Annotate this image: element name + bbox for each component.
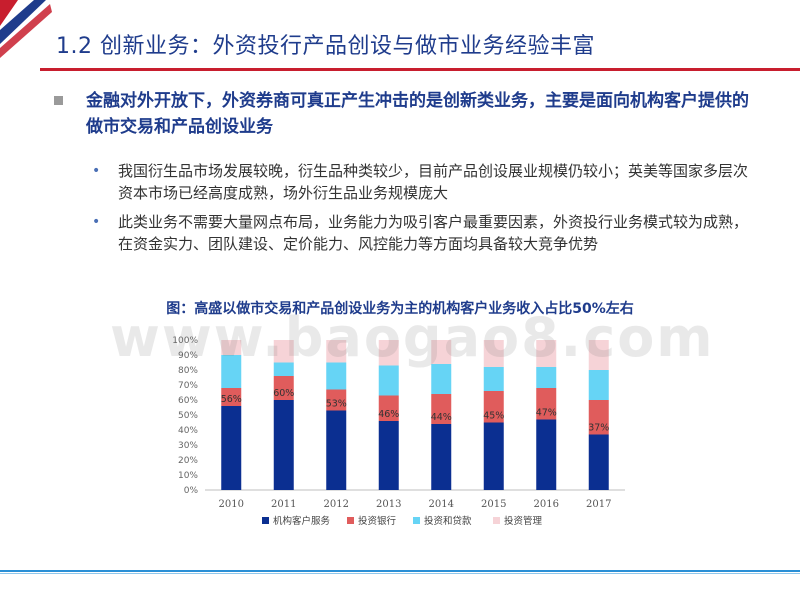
bar-segment <box>483 422 504 490</box>
data-label: 37% <box>588 423 609 434</box>
bar-segment <box>378 421 399 490</box>
legend-swatch <box>413 517 420 524</box>
data-label: 44% <box>431 412 452 423</box>
y-tick-label: 70% <box>178 381 198 391</box>
footer-rule <box>0 570 800 572</box>
main-bullet-text: 金融对外开放下，外资券商可真正产生冲击的是创新类业务，主要是面向机构客户提供的做… <box>86 91 749 137</box>
bar-segment <box>431 364 452 394</box>
data-label: 45% <box>483 411 504 422</box>
y-tick-label: 80% <box>178 366 198 376</box>
bar-segment <box>326 410 347 490</box>
data-label: 53% <box>326 399 347 410</box>
bar-segment <box>326 362 347 390</box>
corner-ribbon-decoration <box>0 0 52 58</box>
sub-bullet-text: 我国衍生品市场发展较晚，衍生品种类较少，目前产品创设展业规模仍较小；英美等国家多… <box>118 162 749 202</box>
sub-bullet-1: • 我国衍生品市场发展较晚，衍生品种类较少，目前产品创设展业规模仍较小；英美等国… <box>92 160 758 204</box>
data-label: 46% <box>378 409 399 420</box>
bar-segment <box>483 367 504 391</box>
bar-segment <box>588 340 609 370</box>
y-tick-label: 90% <box>178 351 198 361</box>
x-tick-label: 2013 <box>376 499 401 510</box>
bar-segment <box>431 340 452 364</box>
bar-segment <box>483 340 504 367</box>
bar-segment <box>273 362 294 376</box>
main-bullet: 金融对外开放下，外资券商可真正产生冲击的是创新类业务，主要是面向机构客户提供的做… <box>54 88 756 140</box>
legend-swatch <box>347 517 354 524</box>
page-title: 1.2 创新业务：外资投行产品创设与做市业务经验丰富 <box>56 34 595 59</box>
y-tick-label: 60% <box>178 396 198 406</box>
bar-segment <box>221 388 242 406</box>
sub-bullet-text: 此类业务不需要大量网点布局，业务能力为吸引客户最重要因素，外资投行业务模式较为成… <box>118 213 749 253</box>
bar-segment <box>221 406 242 490</box>
bar-segment <box>483 391 504 423</box>
bar-segment <box>378 365 399 396</box>
title-divider <box>40 68 800 71</box>
legend-label: 投资和贷款 <box>424 515 472 527</box>
bar-segment <box>326 389 347 411</box>
bar-segment <box>431 394 452 424</box>
footer-rule-light <box>0 573 800 574</box>
bar-segment <box>221 355 242 388</box>
y-tick-label: 10% <box>178 471 198 481</box>
bar-segment <box>273 340 294 363</box>
bar-segment <box>221 340 242 355</box>
bar-segment <box>536 367 557 388</box>
sub-bullet-2: • 此类业务不需要大量网点布局，业务能力为吸引客户最重要因素，外资投行业务模式较… <box>92 211 758 255</box>
square-bullet-icon <box>54 96 63 105</box>
x-tick-label: 2014 <box>429 499 454 510</box>
bar-segment <box>588 400 609 435</box>
bar-segment <box>378 395 399 421</box>
x-tick-label: 2010 <box>219 499 244 510</box>
bar-segment <box>326 340 347 363</box>
x-tick-label: 2011 <box>271 499 296 510</box>
bar-segment <box>273 376 294 400</box>
dot-bullet-icon: • <box>92 214 101 230</box>
data-label: 60% <box>273 388 294 399</box>
data-label: 56% <box>221 394 242 405</box>
x-tick-label: 2017 <box>586 499 611 510</box>
bar-segment <box>273 400 294 490</box>
bar-segment <box>431 424 452 490</box>
dot-bullet-icon: • <box>92 163 101 179</box>
y-tick-label: 30% <box>178 441 198 451</box>
bar-segment <box>536 419 557 490</box>
bar-segment <box>536 340 557 367</box>
x-tick-label: 2012 <box>324 499 349 510</box>
y-tick-label: 20% <box>178 456 198 466</box>
y-tick-label: 0% <box>184 486 199 496</box>
y-tick-label: 100% <box>172 336 198 346</box>
bar-segment <box>378 340 399 366</box>
bar-segment <box>588 370 609 400</box>
legend-swatch <box>493 517 500 524</box>
legend-swatch <box>262 517 269 524</box>
data-label: 47% <box>536 408 557 419</box>
bar-segment <box>536 388 557 420</box>
legend-label: 投资银行 <box>358 515 397 527</box>
y-tick-label: 40% <box>178 426 198 436</box>
bar-segment <box>588 434 609 490</box>
legend-label: 机构客户服务 <box>273 515 331 527</box>
x-tick-label: 2015 <box>481 499 506 510</box>
y-tick-label: 50% <box>178 411 198 421</box>
legend-label: 投资管理 <box>504 515 543 527</box>
x-tick-label: 2016 <box>534 499 559 510</box>
figure-caption: 图：高盛以做市交易和产品创设业务为主的机构客户业务收入占比50%左右 <box>166 301 634 317</box>
